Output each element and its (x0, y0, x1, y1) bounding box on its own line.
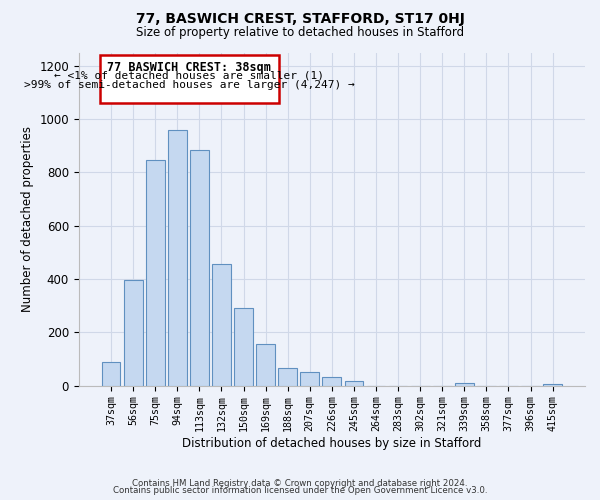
Text: Size of property relative to detached houses in Stafford: Size of property relative to detached ho… (136, 26, 464, 39)
Bar (256, 344, 275, 386)
Bar (212, 264, 231, 386)
Text: 77 BASWICH CREST: 38sqm: 77 BASWICH CREST: 38sqm (107, 61, 271, 74)
Bar (322, 377, 341, 386)
Bar (101, 362, 121, 386)
Bar (543, 384, 562, 386)
Text: Contains public sector information licensed under the Open Government Licence v3: Contains public sector information licen… (113, 486, 487, 495)
Text: Contains HM Land Registry data © Crown copyright and database right 2024.: Contains HM Land Registry data © Crown c… (132, 478, 468, 488)
X-axis label: Distribution of detached houses by size in Stafford: Distribution of detached houses by size … (182, 437, 482, 450)
Text: >99% of semi-detached houses are larger (4,247) →: >99% of semi-detached houses are larger … (24, 80, 355, 90)
Bar (234, 308, 253, 386)
Bar (455, 383, 473, 386)
Bar (124, 280, 143, 386)
Bar (344, 381, 363, 386)
Bar (146, 160, 164, 386)
Bar (168, 130, 187, 386)
Text: 77, BASWICH CREST, STAFFORD, ST17 0HJ: 77, BASWICH CREST, STAFFORD, ST17 0HJ (136, 12, 464, 26)
Text: ← <1% of detached houses are smaller (1): ← <1% of detached houses are smaller (1) (55, 70, 325, 81)
FancyBboxPatch shape (100, 55, 279, 103)
Bar (190, 150, 209, 386)
Bar (301, 372, 319, 386)
Bar (278, 368, 297, 386)
Y-axis label: Number of detached properties: Number of detached properties (20, 126, 34, 312)
